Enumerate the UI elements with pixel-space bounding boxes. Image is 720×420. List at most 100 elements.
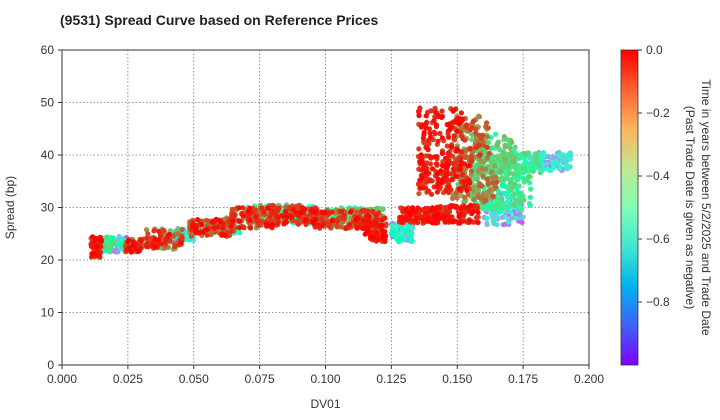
data-point [236, 225, 242, 231]
data-point [506, 219, 512, 225]
data-point [470, 208, 476, 215]
data-point [293, 210, 299, 216]
colorbar-ticks: 0.0 −0.2 −0.4 −0.6 −0.8 [638, 43, 670, 309]
data-point [449, 176, 455, 183]
data-point [453, 190, 459, 196]
data-point [267, 213, 273, 219]
data-point [204, 232, 210, 238]
data-point [240, 213, 246, 219]
data-point [453, 173, 459, 179]
data-point [477, 152, 483, 158]
data-point [454, 128, 460, 134]
data-point [470, 219, 477, 225]
data-point [511, 191, 517, 197]
data-point [419, 158, 425, 164]
data-point [444, 168, 450, 174]
data-point [376, 236, 382, 242]
data-point [428, 134, 434, 140]
data-point [441, 214, 447, 220]
data-point [95, 243, 101, 249]
data-point [210, 219, 216, 225]
data-point [450, 160, 456, 167]
data-point [259, 205, 265, 211]
data-point [354, 225, 360, 231]
data-point [420, 185, 426, 191]
data-point [439, 135, 445, 141]
y-tick-label: 20 [41, 253, 55, 267]
data-point [172, 243, 178, 250]
data-point [544, 166, 550, 172]
data-point [103, 244, 109, 250]
data-point [458, 205, 464, 211]
x-tick-label: 0.025 [113, 372, 143, 386]
data-point [464, 187, 470, 194]
y-axis-label: Spread (bp) [3, 176, 17, 239]
data-point [528, 161, 534, 167]
data-point [403, 227, 409, 233]
data-point [526, 173, 532, 180]
data-point [156, 228, 162, 234]
data-point [126, 245, 132, 251]
data-point [92, 237, 98, 244]
colorbar-label-line2: (Past Trade Date is given as negative) [683, 106, 697, 309]
data-point [452, 119, 458, 125]
data-point [206, 218, 212, 224]
data-point [279, 213, 285, 219]
data-point [466, 218, 472, 224]
data-point [457, 166, 463, 172]
data-point [222, 232, 228, 238]
data-point [432, 131, 438, 137]
data-point [131, 242, 137, 249]
data-point [144, 235, 150, 241]
data-point [310, 218, 316, 224]
data-point [266, 223, 272, 229]
y-tick-label: 10 [41, 306, 55, 320]
data-point [474, 214, 480, 221]
data-point [419, 175, 425, 181]
data-point [423, 120, 429, 126]
data-point [329, 209, 335, 215]
data-point [334, 219, 340, 225]
data-point [509, 139, 515, 145]
data-point [312, 208, 318, 214]
data-point [548, 167, 554, 173]
x-tick-label: 0.075 [245, 372, 275, 386]
data-point [484, 120, 490, 126]
data-point [483, 166, 489, 172]
data-point [458, 110, 464, 116]
data-point [373, 230, 380, 236]
data-point [485, 181, 491, 187]
data-point [419, 122, 425, 128]
data-point [527, 194, 533, 200]
colorbar-tick-label: −0.6 [646, 232, 670, 246]
data-point [303, 217, 309, 223]
data-point [90, 234, 96, 240]
data-point [256, 222, 262, 228]
data-point [220, 225, 226, 231]
data-point [446, 134, 452, 140]
data-point [483, 197, 489, 203]
data-point [428, 154, 434, 161]
data-point [145, 231, 151, 237]
data-point [521, 151, 527, 157]
data-point [503, 156, 509, 162]
data-point [364, 208, 371, 214]
data-point [470, 118, 476, 124]
data-point [91, 242, 97, 248]
data-point [484, 144, 490, 150]
data-point [198, 221, 204, 227]
x-tick-label: 0.175 [508, 372, 538, 386]
data-point [511, 181, 517, 187]
colorbar-tick-label: −0.4 [646, 169, 670, 183]
data-point [449, 214, 455, 220]
data-point [400, 225, 406, 231]
data-point [494, 179, 500, 185]
data-point [490, 180, 496, 186]
data-point [481, 190, 487, 196]
colorbar-tick-label: −0.8 [646, 295, 670, 309]
data-point [170, 233, 176, 239]
data-point [381, 232, 387, 239]
data-point [360, 225, 366, 231]
data-point [114, 249, 120, 255]
